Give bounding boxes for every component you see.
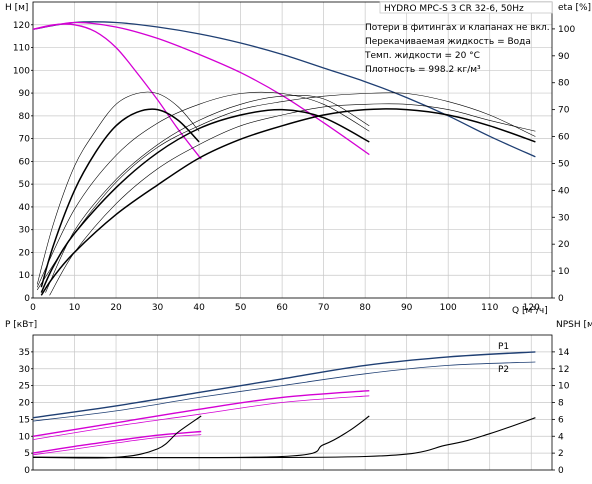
top-series-qh-limited-2 [32,21,370,156]
top-right-tick-label: 10 [558,267,570,277]
bottom-left-tick-label: 10 [19,432,31,442]
bottom-series-p-limited-thin-5 [32,434,202,456]
top-left-tick-label: 100 [13,66,30,76]
top-right-tick-label: 20 [558,240,570,250]
p2-legend-label: P2 [498,365,509,375]
bottom-right-tick-label: 0 [558,466,564,476]
top-left-tick-label: 60 [19,157,31,167]
top-right-tick-label: 0 [558,294,564,304]
top-right-tick-label: 60 [558,133,570,143]
x-tick-label: 60 [276,303,288,313]
bottom-series-p-limited-thin-3 [32,395,370,440]
bottom-left-tick-label: 5 [24,449,30,459]
top-series-eta-3 [40,108,200,288]
bottom-series-p-limited-2 [32,390,370,437]
x-tick-label: 110 [481,303,498,313]
power-axis-label: P [кВт] [5,320,37,330]
top-series-eta-thin-7 [36,91,370,288]
info-box-title: HYDRO MPC-S 3 CR 32-6, 50Hz [384,4,524,14]
bottom-left-tick-label: 35 [19,348,30,358]
top-left-tick-label: 10 [19,271,31,281]
info-note-liquid: Перекачиваемая жидкость = Вода [365,37,531,47]
head-axis-label: H [м] [5,3,28,13]
top-left-tick-label: 80 [19,112,31,122]
top-series-eta-thin-8 [36,92,536,291]
top-series-eta-thin-6 [36,91,200,285]
bottom-right-tick-label: 14 [558,348,570,358]
top-axis-labels: H [м] eta [%] Q [м³/ч] [5,3,591,316]
top-plot-frame [32,1,553,299]
bottom-left-tick-label: 25 [19,382,30,392]
x-tick-label: 20 [110,303,122,313]
x-tick-label: 50 [235,303,247,313]
tick-label-layer: 0102030405060708090100110120010203040506… [13,21,576,476]
info-box: HYDRO MPC-S 3 CR 32-6, 50Hz Потери в фит… [364,1,553,75]
top-left-tick-label: 70 [19,135,31,145]
top-left-tick-label: 30 [19,226,31,236]
top-series-eta-4 [40,108,370,293]
info-note-losses: Потери в фитингах и клапанах не вкл. [365,23,550,33]
bottom-right-tick-label: 10 [558,382,570,392]
top-right-tick-label: 50 [558,159,570,169]
x-tick-label: 0 [30,303,36,313]
x-tick-label: 120 [523,303,540,313]
top-left-tick-label: 110 [13,44,30,54]
bottom-series-npsh-8 [32,417,536,459]
bottom-series-p-limited-4 [32,430,202,454]
bottom-axis-labels: P [кВт] NPSH [м] P1 P2 [5,320,592,375]
top-series-eta-thin-10 [49,103,536,296]
bottom-right-tick-label: 12 [558,365,569,375]
top-series-qh-max-0 [32,21,536,158]
top-right-tick-label: 90 [558,52,570,62]
eta-axis-label: eta [%] [558,3,591,13]
p1-legend-label: P1 [498,342,509,352]
top-right-tick-label: 70 [558,106,570,116]
top-right-tick-label: 100 [558,25,575,35]
info-box-title-frame [379,1,553,14]
top-left-tick-label: 90 [19,89,31,99]
bottom-left-tick-label: 0 [24,466,30,476]
npsh-axis-label: NPSH [м] [556,320,592,330]
bottom-series-p1-0 [32,351,536,419]
bottom-right-tick-label: 8 [558,399,564,409]
x-tick-label: 100 [440,303,457,313]
x-tick-label: 30 [152,303,164,313]
bottom-right-tick-label: 6 [558,415,564,425]
x-tick-label: 70 [318,303,330,313]
x-tick-label: 90 [401,303,413,313]
top-right-tick-label: 80 [558,79,570,89]
x-tick-label: 10 [69,303,81,313]
top-left-tick-label: 20 [19,248,31,258]
top-right-tick-label: 30 [558,213,570,223]
bottom-left-tick-label: 20 [19,399,31,409]
frame-layer [31,1,555,471]
flow-axis-label: Q [м³/ч] [512,306,548,316]
top-series-eta-5 [40,108,536,296]
top-right-tick-label: 40 [558,186,570,196]
top-left-tick-label: 40 [19,203,31,213]
top-left-tick-label: 50 [19,180,31,190]
bottom-right-tick-label: 2 [558,449,564,459]
bottom-left-tick-label: 30 [19,365,31,375]
top-series-eta-thin-9 [45,95,370,293]
x-tick-label: 80 [359,303,371,313]
bottom-series-p2-1 [32,361,536,422]
top-left-tick-label: 120 [13,21,30,31]
bottom-left-tick-label: 15 [19,415,30,425]
series-layer [32,21,536,459]
top-left-tick-label: 0 [24,294,30,304]
bottom-series-npsh-7 [32,415,370,459]
info-note-density: Плотность = 998.2 кг/м³ [365,65,481,75]
bottom-right-tick-label: 4 [558,432,564,442]
info-note-temperature: Темп. жидкости = 20 °C [364,51,480,61]
x-tick-label: 40 [193,303,205,313]
